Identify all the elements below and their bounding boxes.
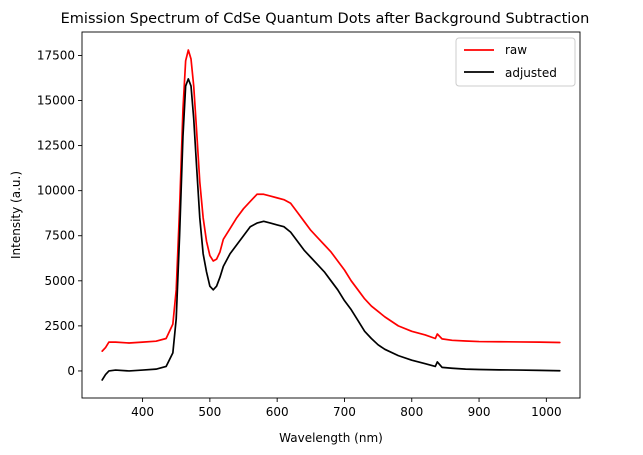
y-tick-label: 10000 (37, 184, 75, 198)
x-tick-label: 700 (333, 405, 356, 419)
y-tick-label: 12500 (37, 139, 75, 153)
y-tick-label: 7500 (44, 229, 75, 243)
plot-frame (81, 31, 581, 399)
y-tick-label: 5000 (44, 274, 75, 288)
y-tick-label: 0 (67, 364, 75, 378)
x-axis-label: Wavelength (nm) (279, 431, 383, 445)
y-tick-label: 17500 (37, 48, 75, 62)
series-line-adjusted (101, 78, 561, 381)
y-tick-label: 15000 (37, 94, 75, 108)
x-tick-label: 1000 (531, 405, 562, 419)
series-line-raw (101, 49, 561, 352)
legend-label-adjusted: adjusted (505, 66, 557, 80)
legend: raw adjusted (455, 37, 576, 87)
y-axis-label: Intensity (a.u.) (9, 171, 23, 259)
x-tick-label: 600 (266, 405, 289, 419)
legend-label-raw: raw (505, 43, 527, 57)
x-tick-label: 500 (198, 405, 221, 419)
x-tick-label: 400 (131, 405, 154, 419)
y-tick-label: 2500 (44, 319, 75, 333)
x-tick-label: 800 (400, 405, 423, 419)
chart-title: Emission Spectrum of CdSe Quantum Dots a… (61, 11, 590, 27)
x-tick-label: 900 (468, 405, 491, 419)
